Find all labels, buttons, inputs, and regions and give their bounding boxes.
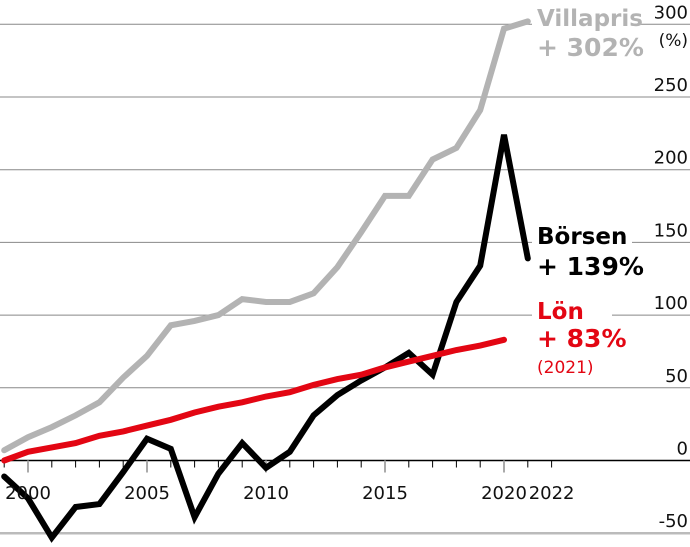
series-line-börsen bbox=[1, 134, 531, 543]
x-tick-label: 2015 bbox=[362, 483, 408, 504]
y-axis-labels: 300 250 200 150 100 50 0 -50 bbox=[654, 2, 688, 532]
series-line-villapris bbox=[1, 18, 531, 454]
borsen-label: Börsen bbox=[537, 224, 627, 250]
y-tick-label: 150 bbox=[654, 220, 688, 241]
borsen-change: + 139% bbox=[537, 252, 644, 281]
x-axis-labels: 2000 2005 2010 2015 2020 2022 bbox=[5, 483, 574, 504]
villapris-change: + 302% bbox=[537, 33, 644, 62]
series-lines bbox=[1, 18, 531, 543]
y-tick-label: 300 bbox=[654, 2, 688, 23]
y-tick-label: 0 bbox=[677, 439, 688, 460]
x-tick-label: 2010 bbox=[243, 483, 289, 504]
y-axis-unit: (%) bbox=[659, 31, 688, 51]
lon-change: + 83% bbox=[537, 324, 627, 353]
y-tick-label: 100 bbox=[654, 293, 688, 314]
x-tick-label: 2005 bbox=[124, 483, 170, 504]
y-tick-label: 250 bbox=[654, 75, 688, 96]
y-tick-label: -50 bbox=[659, 511, 688, 532]
x-axis-ticks bbox=[3, 460, 553, 473]
x-tick-label: 2020 bbox=[481, 483, 527, 504]
lon-label: Lön bbox=[537, 299, 584, 325]
villapris-label: Villapris bbox=[537, 6, 643, 32]
lon-note: (2021) bbox=[537, 358, 594, 378]
y-tick-label: 50 bbox=[665, 366, 688, 387]
x-tick-label: 2022 bbox=[529, 483, 575, 504]
series-line-lön bbox=[1, 336, 507, 464]
x-tick-label: 2000 bbox=[5, 483, 51, 504]
y-tick-label: 200 bbox=[654, 148, 688, 169]
